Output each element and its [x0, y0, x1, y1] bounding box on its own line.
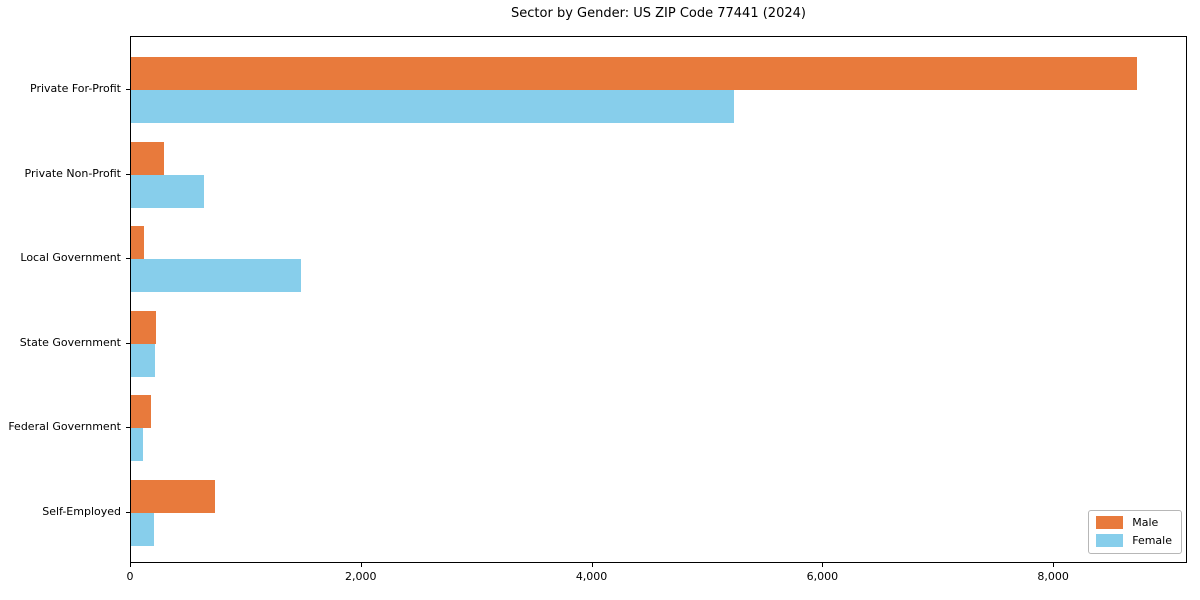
x-tick-label-6-000: 6,000 [806, 570, 839, 583]
female-series-swatch [1096, 534, 1124, 547]
legend-label-female: Female [1132, 534, 1172, 547]
category-label-private-for-profit: Private For-Profit [30, 82, 121, 95]
bar-male-private-for-profit [131, 57, 1137, 90]
bar-female-federal-government [131, 428, 143, 462]
x-tick-mark [822, 563, 824, 567]
x-tick-label-2-000: 2,000 [345, 570, 377, 583]
legend-entry-female: Female [1096, 534, 1172, 547]
bar-male-private-non-profit [131, 141, 165, 175]
x-tick-label-8-000: 8,000 [1037, 570, 1069, 583]
x-tick-mark [1053, 563, 1055, 567]
y-tick-mark [126, 173, 130, 175]
bar-female-private-for-profit [131, 90, 734, 123]
y-tick-mark [126, 258, 130, 260]
plot-area: Male Female [130, 36, 1187, 563]
category-label-private-non-profit: Private Non-Profit [24, 166, 121, 180]
y-tick-mark [126, 427, 130, 429]
category-label-federal-government: Federal Government [8, 420, 121, 434]
category-label-self-employed: Self-Employed [42, 505, 121, 518]
y-tick-mark [126, 512, 130, 513]
bar-female-state-government [131, 343, 156, 377]
male-series-swatch [1096, 516, 1124, 529]
x-tick-mark [130, 563, 131, 567]
y-tick-mark [126, 342, 130, 344]
category-label-state-government: State Government [19, 335, 121, 349]
bar-male-self-employed [131, 480, 216, 513]
bar-male-local-government [131, 226, 145, 260]
category-label-local-government: Local Government [20, 251, 121, 265]
bar-female-local-government [131, 259, 301, 293]
bar-female-private-non-profit [131, 174, 205, 208]
x-tick-mark [360, 563, 362, 567]
legend-entry-male: Male [1096, 516, 1172, 529]
x-tick-label-4-000: 4,000 [575, 570, 608, 583]
x-tick-label-0: 0 [126, 570, 134, 583]
bar-male-federal-government [131, 395, 151, 429]
legend-label-male: Male [1132, 516, 1159, 529]
x-tick-mark [591, 563, 593, 567]
legend: Male Female [1088, 510, 1182, 554]
bar-male-state-government [131, 310, 156, 344]
y-tick-mark [126, 89, 130, 90]
chart-title: Sector by Gender: US ZIP Code 77441 (202… [511, 6, 806, 21]
bar-female-self-employed [131, 513, 155, 546]
